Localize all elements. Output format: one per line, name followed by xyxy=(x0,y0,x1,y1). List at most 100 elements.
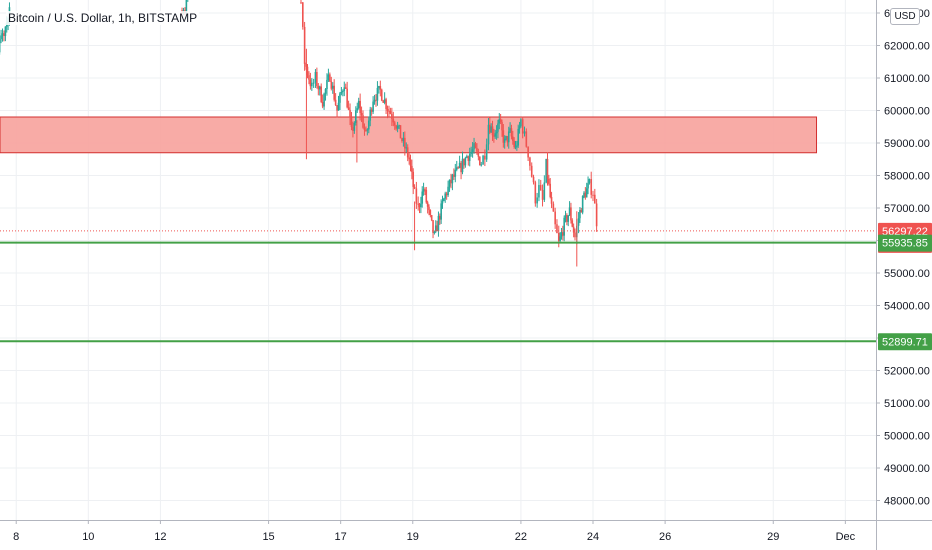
candle-186 xyxy=(552,201,555,212)
candle-61 xyxy=(369,106,372,127)
candle-body xyxy=(300,2,302,4)
candle-148 xyxy=(494,129,497,139)
candle-body xyxy=(447,186,449,196)
candle-body xyxy=(495,131,498,134)
y-tick-label-1: 49000.00 xyxy=(884,463,930,475)
candle-103 xyxy=(429,209,432,218)
candle-body xyxy=(412,171,415,187)
candle-22 xyxy=(312,78,315,88)
candle-156 xyxy=(505,135,507,141)
candle-body xyxy=(566,215,568,222)
candle-58 xyxy=(365,126,367,132)
candle-body xyxy=(352,127,354,131)
candle-body xyxy=(587,183,589,189)
candle-70 xyxy=(382,99,385,103)
candle-128 xyxy=(464,156,467,168)
candle-91 xyxy=(412,168,415,195)
candle-body xyxy=(461,158,464,173)
candle-body xyxy=(548,178,550,184)
candle-187 xyxy=(554,207,556,229)
candle-body xyxy=(425,189,428,203)
candle-105 xyxy=(432,219,434,239)
candle-56 xyxy=(362,110,364,129)
candle-body xyxy=(564,215,567,218)
candle-197 xyxy=(568,201,571,217)
candle-77 xyxy=(392,111,395,127)
candle-body xyxy=(409,159,412,166)
candle-48 xyxy=(350,111,353,131)
candle-body xyxy=(595,203,598,227)
candle-53 xyxy=(357,97,360,110)
candle-body xyxy=(557,233,560,241)
candle-189 xyxy=(557,225,560,248)
candle-body xyxy=(370,109,373,112)
candle-32 xyxy=(327,68,330,82)
candle-body xyxy=(334,99,337,106)
candle-191 xyxy=(560,227,563,240)
x-tick-label-1: 10 xyxy=(82,531,94,543)
candle-body xyxy=(333,85,335,100)
candle-99 xyxy=(424,187,426,196)
candle-body xyxy=(441,200,444,204)
candle-149 xyxy=(495,125,498,140)
candle-body xyxy=(386,109,389,111)
candle-body xyxy=(402,137,405,141)
candle-body xyxy=(306,66,309,76)
candle-body xyxy=(353,122,356,131)
candle-body xyxy=(363,127,366,131)
x-tick-label-7: 24 xyxy=(587,531,599,543)
candle-body xyxy=(380,89,383,101)
candle-209 xyxy=(585,182,588,198)
candle-102 xyxy=(428,204,430,216)
candle-115 xyxy=(445,191,448,200)
candle-127 xyxy=(463,158,465,169)
candle-116 xyxy=(447,180,449,197)
candle-body xyxy=(502,130,505,143)
candle-129 xyxy=(466,154,468,159)
x-axis-labels[interactable]: 8 10 12 15 17 19 22 24 26 29 Dec xyxy=(13,520,856,543)
candle-body xyxy=(460,162,462,173)
candle-212 xyxy=(590,171,593,199)
candle-134 xyxy=(473,137,475,154)
x-tick-label-10: Dec xyxy=(836,531,856,543)
candle-body xyxy=(424,189,426,191)
candle-body xyxy=(375,99,377,101)
candle-145 xyxy=(490,123,492,133)
candle-44 xyxy=(344,83,347,89)
candle-73 xyxy=(386,105,389,119)
candle-body xyxy=(389,110,392,114)
candle-75 xyxy=(389,107,392,115)
candle-198 xyxy=(570,202,572,224)
candle-body xyxy=(484,155,486,160)
candle-140 xyxy=(482,154,484,165)
candle-body xyxy=(577,218,580,226)
candle-164 xyxy=(516,140,518,151)
candle-body xyxy=(463,158,465,166)
candle-body xyxy=(418,204,421,208)
y-tick-label-13: 61000.00 xyxy=(884,73,930,85)
x-tick-label-2: 12 xyxy=(154,531,166,543)
candle-body xyxy=(479,156,481,166)
candle-172 xyxy=(529,156,531,171)
candle-body xyxy=(373,99,376,102)
candle-body xyxy=(532,176,535,183)
candle-body xyxy=(429,210,432,216)
candle-body xyxy=(336,105,338,111)
candle-body xyxy=(556,224,558,234)
candle-125 xyxy=(460,160,462,180)
candle-body xyxy=(324,89,327,94)
candle-196 xyxy=(567,215,570,227)
candle-body xyxy=(521,119,524,134)
y-axis-labels[interactable]: 48000.00 49000.00 50000.00 51000.00 52000.00… xyxy=(876,8,930,508)
candle-body xyxy=(506,136,509,143)
y-tick-label-3: 51000.00 xyxy=(884,398,930,410)
candle-25 xyxy=(317,83,320,96)
candle-body xyxy=(468,153,471,161)
candle-body xyxy=(474,143,477,148)
candle-100 xyxy=(425,186,428,204)
candle-body xyxy=(466,156,468,158)
currency-selector[interactable]: USD xyxy=(890,8,920,25)
candle-215 xyxy=(595,198,598,232)
